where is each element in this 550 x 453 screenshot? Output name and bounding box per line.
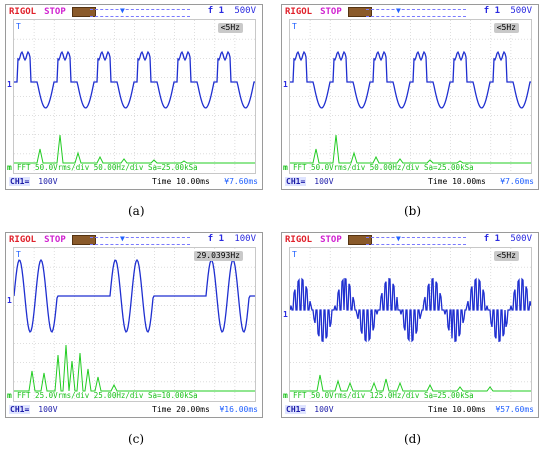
fft-trace [14, 134, 255, 164]
brand-label: RIGOL [9, 235, 37, 245]
trigger-offset: ¥7.60ms [500, 177, 534, 186]
scope-panel-b: RIGOL STOP ▼ f 1 500V T <5Hz 1 m FFT 50.… [281, 4, 539, 190]
waveform-plot [290, 20, 531, 173]
waveform-display: T <5Hz 1 m FFT 50.0Vrms/div 50.00Hz/div … [7, 19, 256, 174]
channel-bar: CH1= 100V Time 10.00ms ¥7.60ms [6, 173, 262, 189]
run-status[interactable]: STOP [320, 7, 342, 17]
waveform-display: T <5Hz 1 m FFT 50.0Vrms/div 125.0Hz/div … [283, 247, 532, 402]
graticule [290, 20, 531, 173]
ch1-label[interactable]: CH1= [9, 176, 31, 186]
trigger-position-icon: ▼ [396, 234, 401, 243]
fft-marker: m [283, 391, 288, 400]
channel1-trace [290, 277, 531, 343]
fft-info: FFT 50.0Vrms/div 125.0Hz/div Sa=25.00kSa [293, 391, 474, 400]
caption-c: (c) [128, 432, 145, 446]
ch1-label[interactable]: CH1= [285, 404, 307, 414]
trigger-edge-icon: f 1 [207, 234, 224, 244]
trigger-edge-icon: f 1 [483, 6, 500, 16]
brand-label: RIGOL [285, 7, 313, 17]
ch1-scale: 100V [314, 404, 334, 414]
timebase: Time 10.00ms [428, 405, 486, 414]
caption-a: (a) [128, 204, 145, 218]
waveform-display: T <5Hz 1 m FFT 50.0Vrms/div 50.00Hz/div … [283, 19, 532, 174]
scope-status-bar: RIGOL STOP ▼ f 1 500V [6, 5, 262, 19]
waveform-plot [14, 248, 255, 401]
fft-marker: m [283, 163, 288, 172]
trigger-level: 500V [510, 234, 532, 244]
trigger-edge-icon: f 1 [483, 234, 500, 244]
trigger-position-icon: ▼ [120, 6, 125, 15]
channel1-trace [14, 258, 255, 333]
scope-panel-d: RIGOL STOP ▼ f 1 500V T <5Hz 1 m FFT 50.… [281, 232, 539, 418]
trigger-marker: T [16, 250, 21, 259]
acquire-icon [71, 7, 96, 17]
timebase: Time 20.00ms [152, 405, 210, 414]
fft-marker: m [7, 391, 12, 400]
trigger-position-icon: ▼ [120, 234, 125, 243]
timebase: Time 10.00ms [428, 177, 486, 186]
channel1-marker: 1 [283, 310, 288, 319]
run-status[interactable]: STOP [320, 235, 342, 245]
ch1-scale: 100V [38, 176, 58, 186]
graticule [14, 20, 255, 173]
trigger-offset: ¥16.00ms [219, 405, 258, 414]
channel-bar: CH1= 100V Time 10.00ms ¥7.60ms [282, 173, 538, 189]
memory-depth-bar: ▼ [90, 6, 190, 17]
trigger-level: 500V [510, 6, 532, 16]
graticule [290, 248, 531, 401]
fft-trace [290, 374, 531, 392]
fft-trace [14, 344, 255, 392]
run-status[interactable]: STOP [44, 235, 66, 245]
waveform-display: T 29.0393Hz 1 m FFT 25.0Vrms/div 25.00Hz… [7, 247, 256, 402]
channel-bar: CH1= 100V Time 10.00ms ¥57.60ms [282, 401, 538, 417]
trigger-level: 100V [234, 234, 256, 244]
scope-status-bar: RIGOL STOP ▼ f 1 500V [282, 233, 538, 247]
acquire-icon [71, 235, 96, 245]
fft-trace [290, 134, 531, 164]
ch1-scale: 100V [314, 176, 334, 186]
run-status[interactable]: STOP [44, 7, 66, 17]
frequency-readout: <5Hz [493, 251, 519, 261]
memory-depth-bar: ▼ [90, 234, 190, 245]
acquire-icon [347, 7, 372, 17]
timebase: Time 10.00ms [152, 177, 210, 186]
channel1-trace [14, 50, 255, 109]
fft-marker: m [7, 163, 12, 172]
channel1-marker: 1 [7, 80, 12, 89]
waveform-plot [14, 20, 255, 173]
channel1-trace [290, 50, 531, 109]
memory-depth-bar: ▼ [366, 6, 466, 17]
trigger-marker: T [292, 22, 297, 31]
channel1-marker: 1 [283, 80, 288, 89]
scope-panel-c: RIGOL STOP ▼ f 1 100V T 29.0393Hz 1 m FF… [5, 232, 263, 418]
fft-info: FFT 25.0Vrms/div 25.00Hz/div Sa=10.00kSa [17, 391, 198, 400]
brand-label: RIGOL [285, 235, 313, 245]
memory-depth-bar: ▼ [366, 234, 466, 245]
ch1-label[interactable]: CH1= [285, 176, 307, 186]
trigger-marker: T [292, 250, 297, 259]
acquire-icon [347, 235, 372, 245]
trigger-edge-icon: f 1 [207, 6, 224, 16]
trigger-offset: ¥7.60ms [224, 177, 258, 186]
brand-label: RIGOL [9, 7, 37, 17]
trigger-offset: ¥57.60ms [495, 405, 534, 414]
scope-status-bar: RIGOL STOP ▼ f 1 500V [282, 5, 538, 19]
channel1-marker: 1 [7, 296, 12, 305]
frequency-readout: <5Hz [217, 23, 243, 33]
trigger-level: 500V [234, 6, 256, 16]
scope-status-bar: RIGOL STOP ▼ f 1 100V [6, 233, 262, 247]
fft-info: FFT 50.0Vrms/div 50.00Hz/div Sa=25.00kSa [293, 163, 474, 172]
trigger-marker: T [16, 22, 21, 31]
trigger-position-icon: ▼ [396, 6, 401, 15]
frequency-readout: <5Hz [493, 23, 519, 33]
channel-bar: CH1= 100V Time 20.00ms ¥16.00ms [6, 401, 262, 417]
ch1-label[interactable]: CH1= [9, 404, 31, 414]
caption-d: (d) [404, 432, 422, 446]
ch1-scale: 100V [38, 404, 58, 414]
frequency-readout: 29.0393Hz [193, 251, 243, 261]
waveform-plot [290, 248, 531, 401]
fft-info: FFT 50.0Vrms/div 50.00Hz/div Sa=25.00kSa [17, 163, 198, 172]
caption-b: (b) [404, 204, 422, 218]
scope-panel-a: RIGOL STOP ▼ f 1 500V T <5Hz 1 m FFT 50.… [5, 4, 263, 190]
